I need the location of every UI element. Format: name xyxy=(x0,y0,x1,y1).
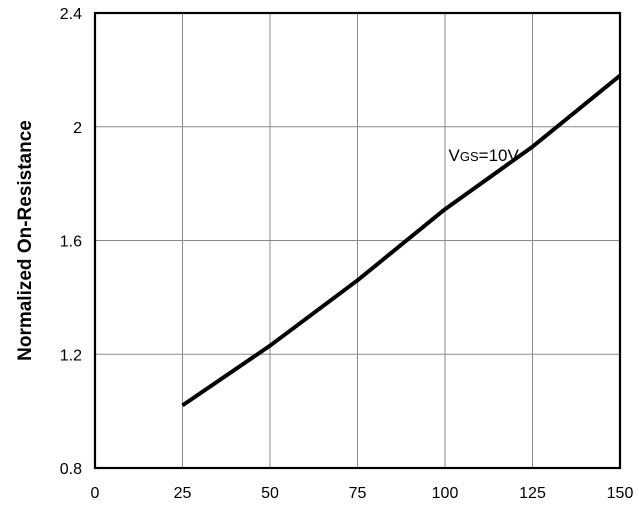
x-tick-label: 150 xyxy=(607,485,634,502)
y-tick-label: 1.6 xyxy=(60,234,82,251)
annotation-suffix: =10V xyxy=(479,146,520,165)
series-layer xyxy=(181,74,622,408)
x-tick-label: 0 xyxy=(91,485,100,502)
y-tick-label: 2.4 xyxy=(60,6,82,23)
annotation-subscript: GS xyxy=(460,149,479,164)
y-tick-label: 0.8 xyxy=(60,461,82,478)
vgs-annotation: VGS=10V xyxy=(449,146,520,165)
plot-frame xyxy=(93,11,622,470)
x-tick-label: 25 xyxy=(174,485,192,502)
x-tick-label: 50 xyxy=(261,485,279,502)
x-tick-labels: 0 25 50 75 100 125 150 xyxy=(91,485,634,502)
y-tick-labels: 0.8 1.2 1.6 2 2.4 xyxy=(60,6,82,478)
grid xyxy=(94,12,621,469)
y-tick-label: 1.2 xyxy=(60,347,82,364)
annotation-main: V xyxy=(449,146,461,165)
x-tick-label: 100 xyxy=(432,485,459,502)
x-tick-label: 125 xyxy=(519,485,546,502)
x-tick-label: 75 xyxy=(349,485,367,502)
y-tick-label: 2 xyxy=(73,120,82,137)
series-line xyxy=(181,74,622,408)
y-axis-title: Normalized On-Resistance xyxy=(15,120,36,361)
